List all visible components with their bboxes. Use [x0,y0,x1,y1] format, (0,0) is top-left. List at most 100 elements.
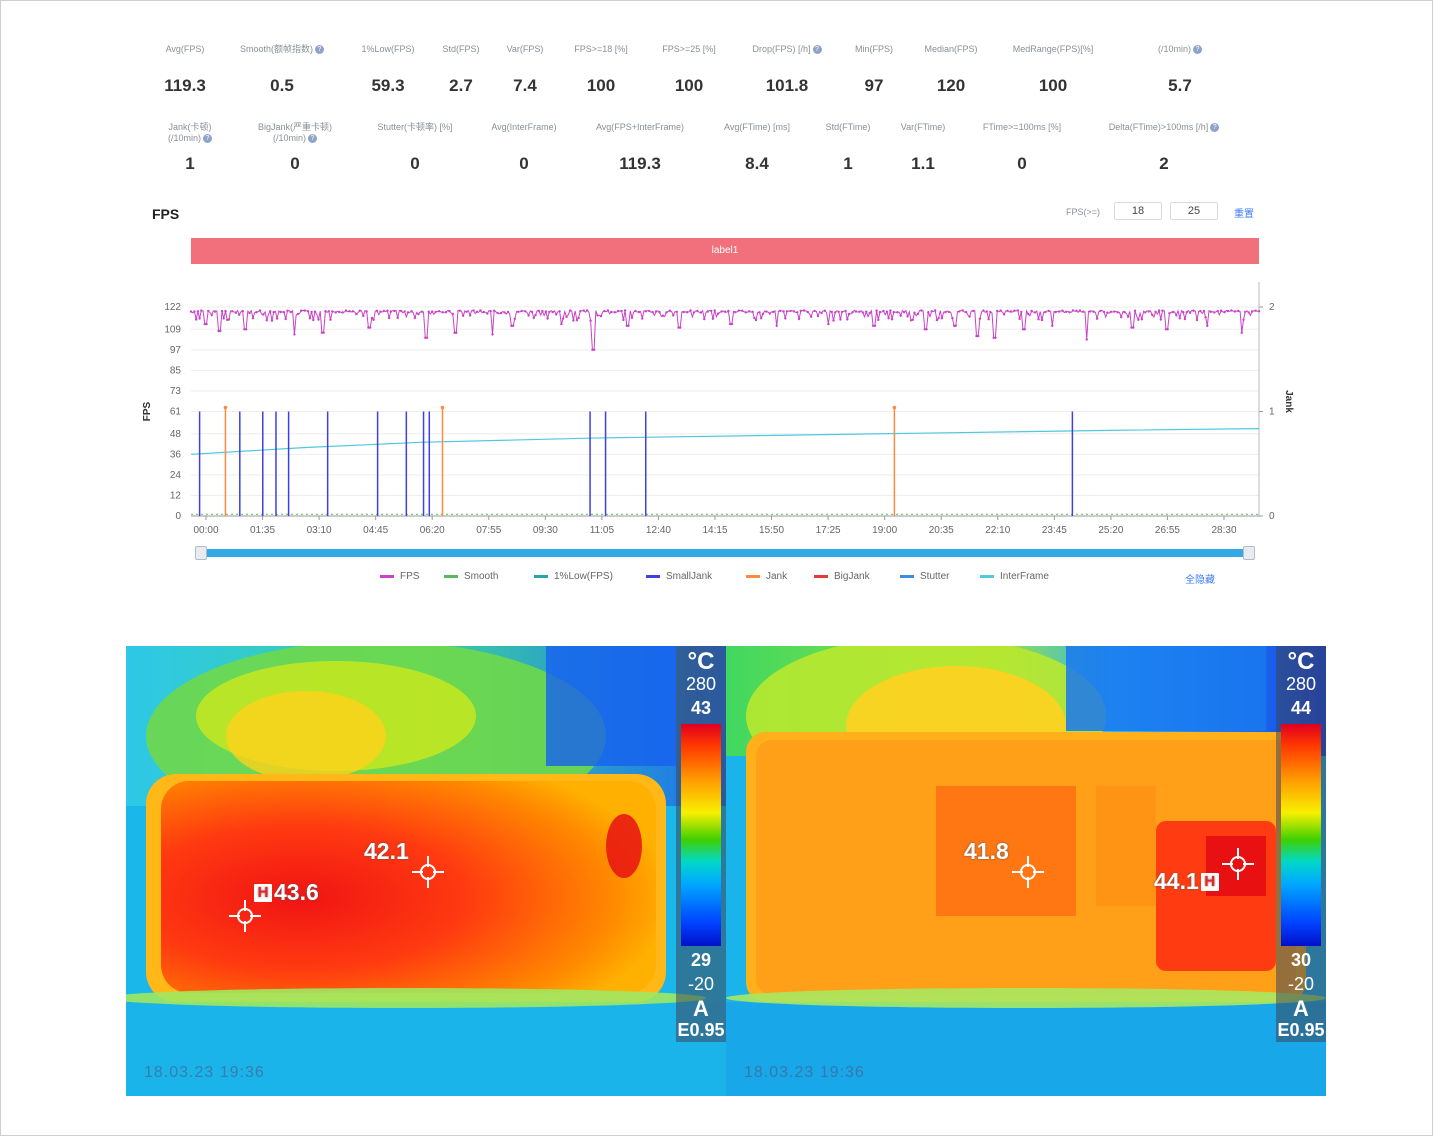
fps-point [1030,309,1033,313]
fps-point [327,310,330,313]
stat-cell: Jank(卡顿) (/10min)? 1 [130,122,250,174]
help-icon[interactable]: ? [812,45,822,55]
y-tick-label: 24 [170,470,182,481]
fps-point [410,310,413,313]
y-tick-label: 73 [170,386,182,397]
help-icon[interactable]: ? [315,45,324,55]
fps-point [296,312,299,316]
stat-value: 0 [290,154,300,173]
fps-point [475,310,479,313]
fps-point [561,317,565,320]
help-icon[interactable]: ? [1210,123,1220,133]
fps-point [207,309,210,313]
fps-point [248,311,251,315]
fps-point [530,310,534,314]
threshold-input-b[interactable] [1170,202,1218,220]
legend-item[interactable]: FPS [380,571,419,582]
legend-label: Stutter [920,571,950,582]
stat-cell: Avg(InterFrame) 0 [464,122,584,174]
stat-label: 1%Low(FPS) [328,44,448,55]
x-tick-label: 15:50 [759,525,784,536]
fps-point [744,311,747,314]
fps-point [627,324,630,327]
scale-min: 30 [1290,950,1312,970]
fps-point [362,314,365,318]
label-bar[interactable]: label1 [191,238,1259,264]
fps-point [1123,310,1126,314]
fps-point [1095,317,1099,320]
slider-handle-right[interactable] [1243,546,1255,560]
fps-point [772,310,775,314]
fps-point [1178,317,1182,320]
stat-value: 1 [843,154,853,173]
legend-item[interactable]: 1%Low(FPS) [534,571,613,582]
fps-point [592,348,596,351]
fps-point [265,319,268,322]
fps-point [382,309,386,313]
fps-point [685,311,689,314]
fps-point [758,311,761,314]
fps-point [1137,318,1140,321]
fps-point [219,329,222,333]
fps-point [827,322,830,326]
stat-label: Avg(FPS+InterFrame) [580,122,700,133]
legend-item[interactable]: Jank [746,571,787,582]
legend-swatch [746,574,760,578]
fps-point [861,311,864,314]
time-range-slider[interactable] [191,546,1259,560]
fps-point [689,309,692,312]
help-icon[interactable]: ? [308,134,317,144]
fps-point [992,336,995,339]
fps-chart[interactable]: 122 109 97 85 73 61 48 36 24 12 0 2 1 0 FPS Jank 00:00 01… [130,272,1310,542]
stat-cell: Smooth(额帧指数)? 0.5 [222,44,342,96]
fps-point [387,316,391,320]
fps-point [303,309,306,312]
stat-label: Avg(FPS) [125,44,245,55]
stat-value: 119.3 [164,76,206,95]
fps-point [1247,311,1250,314]
fps-point [329,318,332,321]
fps-point [424,336,427,339]
legend-item[interactable]: InterFrame [980,571,1049,582]
stat-value: 120 [936,76,966,95]
fps-point [971,309,975,313]
legend-item[interactable]: Smooth [444,571,498,582]
fps-point [444,311,448,314]
stat-label-text: Jank(卡顿) [168,122,212,132]
toggle-all-legend[interactable]: 全隐藏 [1185,575,1215,586]
stat-cell: Stutter(卡顿率) [%] 0 [355,122,475,174]
reset-button[interactable]: 重置 [1234,209,1254,220]
legend-item[interactable]: BigJank [814,571,870,582]
help-icon[interactable]: ? [1193,45,1202,55]
fps-point [1058,310,1061,313]
fps-point [940,317,944,320]
fps-point [417,312,420,316]
fps-point [965,310,968,314]
fps-point [637,310,641,314]
temperature-scale-back: °C 280 44 30 -20 A E0.95 [1276,646,1326,1042]
fps-point [651,310,654,314]
fps-point [878,310,882,314]
threshold-input-a[interactable] [1114,202,1162,220]
fps-point [1151,313,1154,316]
stat-value: 2.7 [449,76,473,95]
fps-point [606,309,610,312]
fps-point [289,310,293,314]
fps-point [1183,317,1187,321]
legend-item[interactable]: SmallJank [646,571,712,582]
fps-point [934,309,937,312]
slider-track[interactable] [197,549,1253,557]
slider-handle-left[interactable] [195,546,207,560]
fps-point [482,310,485,314]
legend-item[interactable]: Stutter [900,571,949,582]
fps-point [455,331,458,334]
stat-label: Var(FPS) [465,44,585,55]
help-icon[interactable]: ? [203,134,212,144]
stat-cell: Var(FTime) 1.1 [863,122,983,174]
fps-point [560,322,563,326]
fps-point [510,324,513,327]
fps-point [491,333,494,336]
legend-label: Jank [766,571,788,582]
fps-point [1233,310,1237,313]
fps-point [1130,326,1133,329]
